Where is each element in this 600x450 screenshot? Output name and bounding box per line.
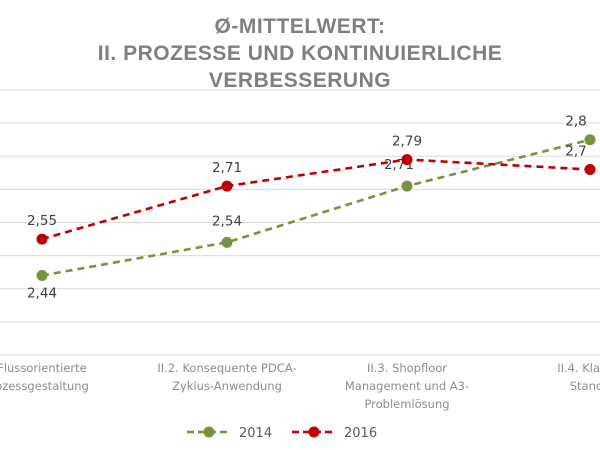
title-line-1: Ø-MITTELWERT: xyxy=(215,15,386,38)
legend-label: 2016 xyxy=(344,426,377,441)
data-label-2016: 2,79 xyxy=(392,134,422,150)
data-point-2014 xyxy=(401,180,413,192)
data-label-2016: 2,71 xyxy=(212,160,242,176)
series-2016: 2,55 2,71 2,79 2,7 xyxy=(27,134,596,245)
data-label-2016: 2,55 xyxy=(27,213,57,229)
series-line-2016 xyxy=(41,158,591,241)
data-point-2016 xyxy=(401,154,413,166)
data-point-2016 xyxy=(584,164,596,175)
series-2014: 2,44 2,54 2,71 2,8 xyxy=(27,114,596,302)
data-point-2016 xyxy=(36,233,48,245)
data-label-2014: 2,44 xyxy=(27,286,57,302)
data-point-2014 xyxy=(36,270,48,281)
legend-item-2016: 2016 xyxy=(292,426,377,441)
title-line-2: II. PROZESSE UND KONTINUIERLICHE xyxy=(98,42,503,65)
category-label: Flussorientierte ozessgestaltung xyxy=(0,361,89,393)
title-line-3: VERBESSERUNG xyxy=(209,69,391,92)
legend-label: 2014 xyxy=(239,426,272,441)
data-label-2014: 2,8 xyxy=(565,114,586,130)
gridlines xyxy=(0,89,600,356)
legend-item-2014: 2014 xyxy=(187,426,272,441)
category-label: II.4. Klar deStanda xyxy=(557,361,600,393)
data-point-2016 xyxy=(221,180,233,192)
data-label-2014: 2,54 xyxy=(212,213,242,229)
legend-marker xyxy=(203,426,215,438)
category-axis-labels: Flussorientierte ozessgestaltung II.2. Kon… xyxy=(0,361,600,411)
chart-title: Ø-MITTELWERT: II. PROZESSE UND KONTINUIE… xyxy=(98,15,503,92)
series-line-2014 xyxy=(41,138,591,277)
legend: 2014 2016 xyxy=(187,426,377,441)
data-label-2016: 2,7 xyxy=(565,144,586,160)
category-label: II.3. Shopfloor Management und A3-Problem… xyxy=(345,361,469,411)
category-label: II.2. Konsequente PDCA-Zyklus-Anwendung xyxy=(157,361,296,393)
series-layer: 2,442,542,712,82,552,712,792,7 xyxy=(27,114,596,302)
data-point-2014 xyxy=(584,134,596,146)
data-point-2014 xyxy=(221,236,233,248)
legend-marker xyxy=(308,426,320,438)
